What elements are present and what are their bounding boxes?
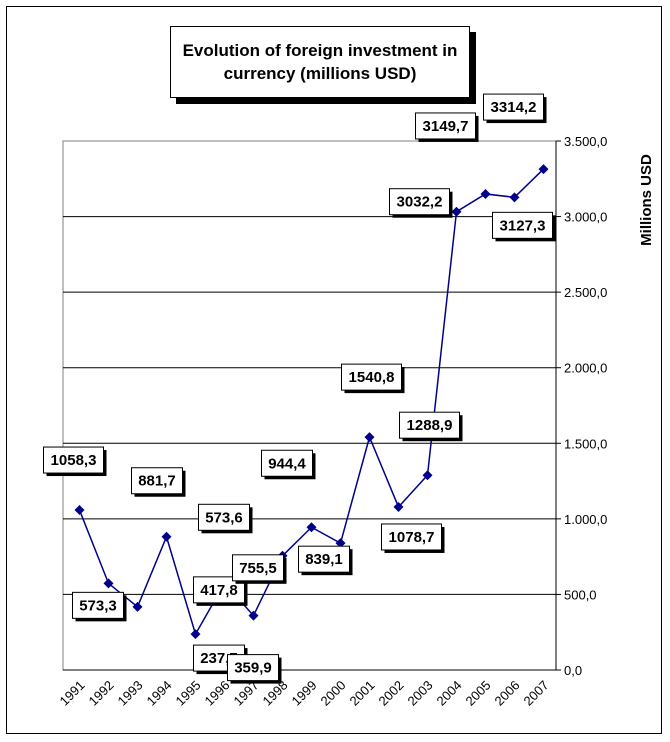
data-label: 573,6: [205, 509, 243, 526]
chart-title: Evolution of foreign investment in curre…: [170, 26, 470, 98]
plot-area: [62, 140, 557, 671]
data-label-box: [341, 363, 402, 391]
data-label: 359,9: [234, 660, 272, 677]
data-label-box: [399, 411, 460, 439]
data-label-box: [43, 446, 104, 474]
data-label-box: [227, 654, 279, 682]
data-point: [509, 192, 520, 203]
data-label-box: [415, 112, 476, 140]
data-point: [306, 522, 317, 533]
data-point: [451, 206, 462, 217]
data-label: 3127,3: [500, 217, 546, 234]
data-label-box: [72, 591, 124, 619]
data-label: 1078,7: [389, 529, 435, 546]
data-label-box: [232, 554, 284, 582]
x-tick-label: 2001: [347, 678, 378, 709]
data-label-box: [381, 523, 442, 551]
data-label-box: [261, 449, 313, 477]
data-label: 839,1: [305, 551, 343, 568]
data-label-box: [198, 503, 250, 531]
y-tick-label: 1.500,0: [564, 436, 607, 451]
y-tick-label: 3.500,0: [564, 134, 607, 149]
data-point: [422, 470, 433, 481]
data-label: 1288,9: [407, 417, 453, 434]
data-point: [161, 531, 172, 542]
data-label: 1058,3: [51, 452, 97, 469]
data-point: [538, 164, 549, 175]
data-label: 3032,2: [397, 194, 443, 211]
x-tick-label: 1999: [289, 678, 320, 709]
x-tick-label: 1994: [144, 678, 175, 709]
data-point: [132, 601, 143, 612]
x-tick-label: 1992: [86, 678, 117, 709]
x-tick-label: 2006: [492, 678, 523, 709]
data-label-box: [298, 545, 350, 573]
data-point: [103, 578, 114, 589]
data-label: 573,3: [79, 597, 117, 614]
y-tick-label: 500,0: [564, 587, 597, 602]
data-label: 944,4: [268, 455, 306, 472]
data-point: [393, 501, 404, 512]
data-label: 755,5: [239, 560, 277, 577]
data-label: 417,8: [200, 582, 238, 599]
data-point: [190, 629, 201, 640]
data-label-box: [131, 467, 183, 495]
data-label: 3149,7: [423, 118, 469, 135]
x-tick-label: 2005: [463, 678, 494, 709]
data-label: 881,7: [138, 473, 176, 490]
y-axis-title: Millions USD: [638, 154, 655, 246]
y-tick-label: 1.000,0: [564, 512, 607, 527]
x-tick-label: 2002: [376, 678, 407, 709]
x-tick-label: 1991: [57, 678, 88, 709]
x-tick-label: 2000: [318, 678, 349, 709]
x-tick-label: 2003: [405, 678, 436, 709]
x-tick-label: 1995: [173, 678, 204, 709]
data-label-box: [492, 211, 553, 239]
x-tick-label: 2004: [434, 678, 465, 709]
x-tick-label: 2007: [521, 678, 552, 709]
data-point: [364, 432, 375, 443]
y-tick-label: 2.500,0: [564, 285, 607, 300]
data-label-box: [389, 188, 450, 216]
data-point: [480, 188, 491, 199]
y-tick-label: 0,0: [564, 663, 582, 678]
data-point: [248, 610, 259, 621]
data-label: 1540,8: [349, 369, 395, 386]
x-tick-label: 1996: [202, 678, 233, 709]
x-tick-label: 1993: [115, 678, 146, 709]
data-label: 3314,2: [491, 99, 537, 116]
data-point: [74, 505, 85, 516]
y-tick-label: 2.000,0: [564, 361, 607, 376]
y-tick-label: 3.000,0: [564, 210, 607, 225]
data-label-box: [483, 93, 544, 121]
